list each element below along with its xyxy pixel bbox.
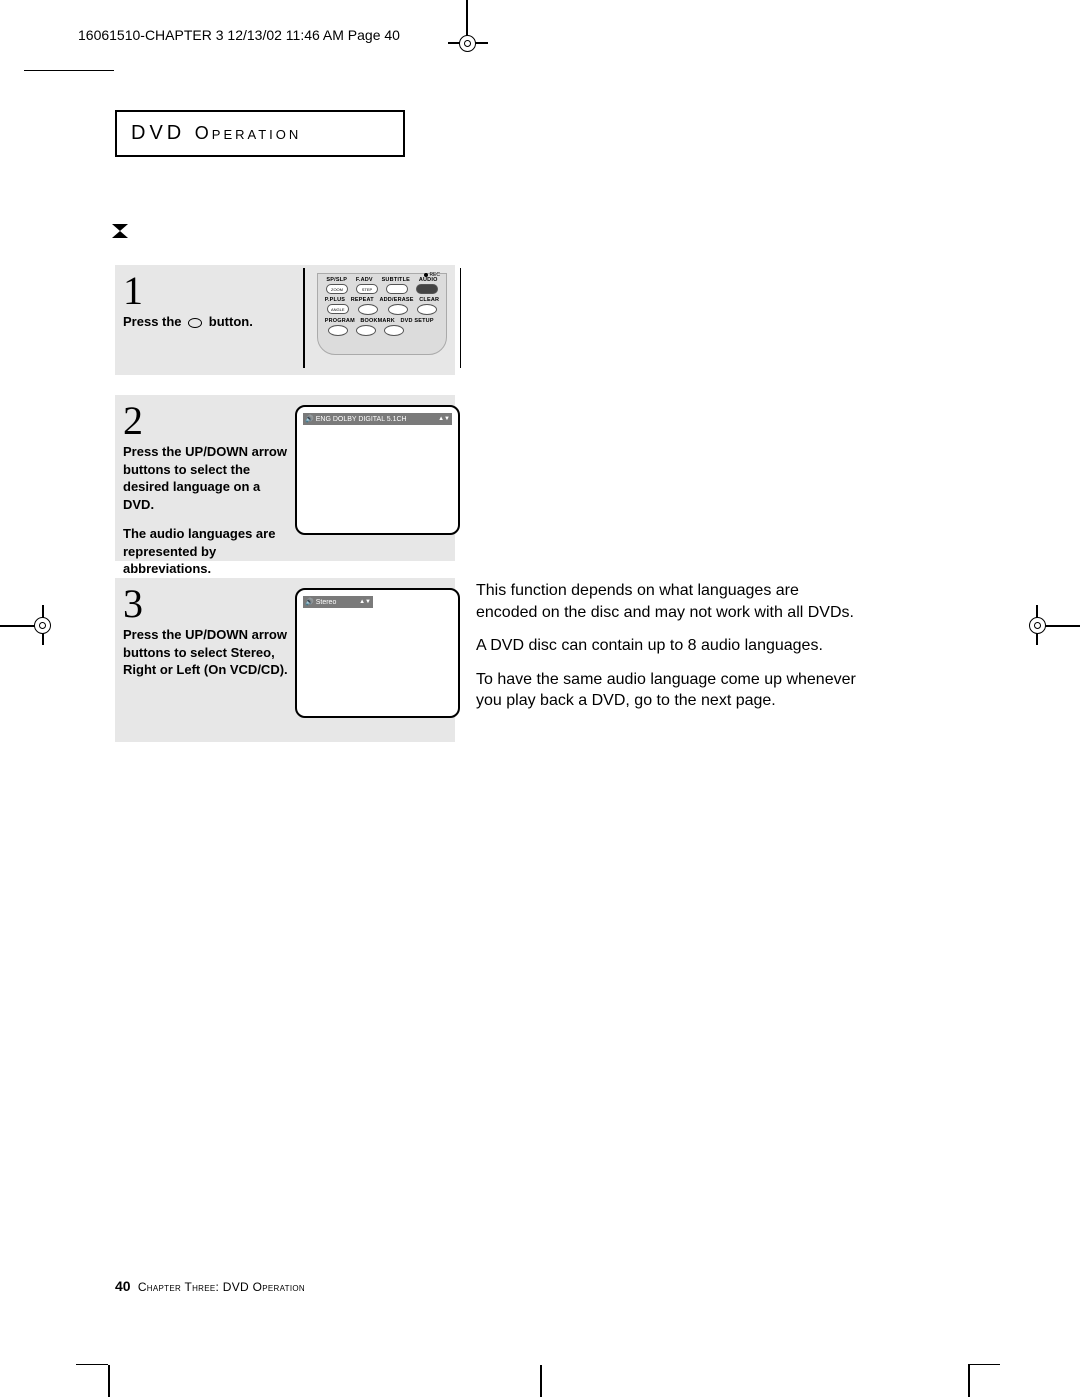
step-panel-1: 1 Press the button. REC SP/SLPF.ADVSUBTI… [115,265,455,375]
section-title-box: DVD Operation [115,110,405,157]
crop-mark [108,1365,110,1397]
title-main: DVD [131,122,195,144]
step-panel-2: 2 Press the UP/DOWN arrow buttons to sel… [115,395,455,561]
speaker-icon: 🔊 [305,415,314,423]
arrows-icon: ▲▼ [359,599,371,605]
step-text-a: Press the [123,314,182,329]
page-number: 40 [115,1278,131,1294]
page-footer: 40 Chapter Three: DVD Operation [115,1278,305,1294]
crop-mark [76,1364,108,1366]
remote-btn-dvdsetup [384,325,404,336]
remote-btn-zoom: ZOOM [326,284,348,294]
arrows-icon: ▲▼ [438,416,450,422]
remote-btn-step: STEP [356,284,378,294]
crop-mark [1034,622,1041,629]
step-instruction: Press the UP/DOWN arrow buttons to selec… [123,443,293,578]
remote-row-buttons: ANGLE [318,303,446,315]
remote-btn-repeat [358,304,378,315]
step2-text2: The audio languages are represented by a… [123,525,293,578]
remote-btn-angle: ANGLE [327,304,349,314]
remote-row-labels: PROGRAMBOOKMARKDVD SETUP [318,318,446,324]
remote-diagram: REC SP/SLPF.ADVSUBTITLEAUDIO ZOOM STEP P… [317,273,447,355]
remote-row-labels: P.PLUSREPEATADD/ERASECLEAR [318,297,446,303]
remote-btn-clear [417,304,437,315]
title-sub: Operation [195,123,302,143]
rule [24,70,114,71]
note-p3: To have the same audio language come up … [476,669,856,712]
osd-band: 🔊 Stereo ▲▼ [303,596,373,608]
step-instruction: Press the button. [123,313,303,331]
speaker-icon: 🔊 [305,598,314,606]
audio-icon [188,318,202,328]
remote-btn-bookmark [356,325,376,336]
tv-screen: 🔊 Stereo ▲▼ [295,588,460,718]
crop-mark [464,40,471,47]
note-p2: A DVD disc can contain up to 8 audio lan… [476,635,856,657]
step-number: 1 [123,267,143,314]
print-header: 16061510-CHAPTER 3 12/13/02 11:46 AM Pag… [78,27,400,43]
crop-mark [968,1364,1000,1366]
remote-row-buttons [318,324,446,336]
step-instruction: Press the UP/DOWN arrow buttons to selec… [123,626,293,679]
note-p1: This function depends on what languages … [476,580,856,623]
step-panel-3: 3 Press the UP/DOWN arrow buttons to sel… [115,578,455,742]
osd-text: ENG DOLBY DIGITAL 5.1CH [316,416,407,423]
crop-mark [968,1365,970,1397]
osd-band: 🔊 ENG DOLBY DIGITAL 5.1CH ▲▼ [303,413,452,425]
step2-text1: Press the UP/DOWN arrow buttons to selec… [123,443,293,513]
remote-btn-audio [416,284,438,294]
crop-mark [540,1365,542,1397]
remote-btn-adderase [388,304,408,315]
step-number: 2 [123,397,143,444]
step-text-b: button. [209,314,253,329]
remote-row-buttons: ZOOM STEP [318,283,446,294]
side-notes: This function depends on what languages … [476,580,856,724]
hourglass-icon [112,222,128,243]
footer-text: Chapter Three: DVD Operation [138,1280,305,1294]
step-number: 3 [123,580,143,627]
remote-btn-program [328,325,348,336]
tv-screen: 🔊 ENG DOLBY DIGITAL 5.1CH ▲▼ [295,405,460,535]
remote-btn-subtitle [386,284,408,294]
rec-label: REC [424,272,440,278]
osd-text: Stereo [316,599,337,606]
crop-mark [39,622,46,629]
